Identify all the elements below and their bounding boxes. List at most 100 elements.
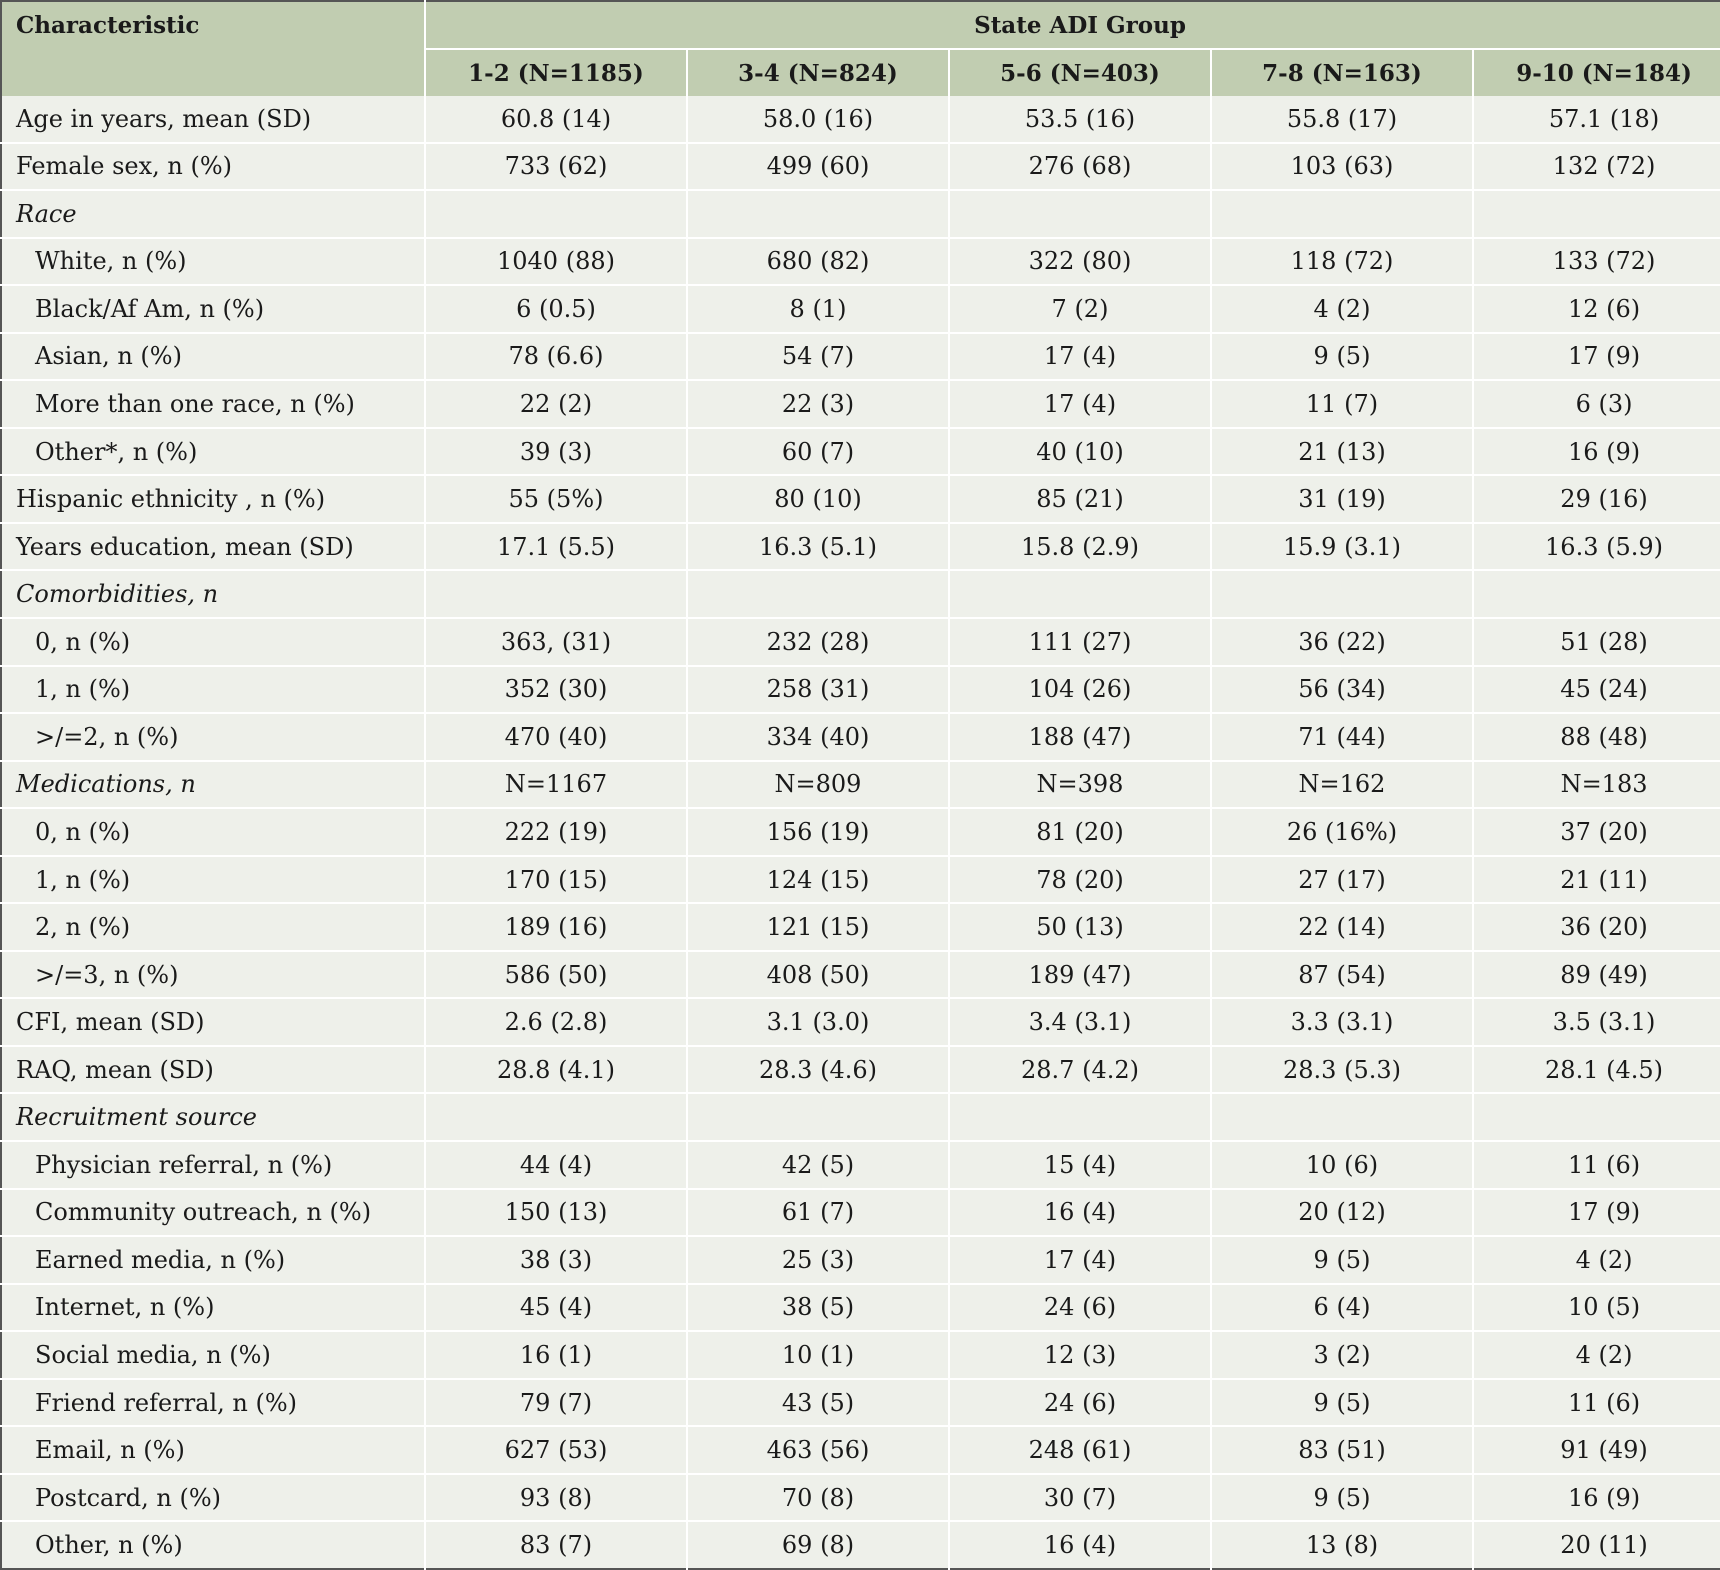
table-cell: 93 (8) (424, 1473, 687, 1523)
table-row: Postcard, n (%) 93 (8) 70 (8) 30 (7) 9 (… (1, 1473, 1720, 1523)
section-label: Medications, n (1, 760, 425, 810)
table-row: Social media, n (%) 16 (1) 10 (1) 12 (3)… (1, 1331, 1720, 1380)
row-label: Other*, n (%) (1, 427, 425, 477)
table-cell: 87 (54) (1210, 950, 1473, 1000)
row-label: Black/Af Am, n (%) (1, 285, 425, 334)
table-cell (1471, 190, 1720, 239)
table-cell: 8 (1) (686, 285, 949, 334)
table-cell: 16 (9) (1471, 427, 1720, 477)
table-cell: 83 (7) (424, 1521, 687, 1569)
table-cell: N=809 (686, 760, 949, 810)
table-row: Physician referral, n (%) 44 (4) 42 (5) … (1, 1141, 1720, 1190)
table-cell: N=1167 (424, 760, 687, 810)
row-label: RAQ, mean (SD) (1, 1045, 425, 1095)
table-cell: 83 (51) (1210, 1426, 1473, 1475)
table-cell (424, 1093, 687, 1143)
table-cell (1210, 190, 1473, 239)
table-cell: 78 (20) (948, 855, 1211, 905)
table-cell: 363, (31) (424, 618, 687, 667)
section-row: Race (1, 190, 1720, 239)
row-label: More than one race, n (%) (1, 380, 425, 429)
table-cell: 25 (3) (686, 1236, 949, 1285)
table-cell: 111 (27) (948, 618, 1211, 667)
table-cell (1471, 1093, 1720, 1143)
row-label: Earned media, n (%) (1, 1236, 425, 1285)
table-cell: 42 (5) (686, 1141, 949, 1190)
row-label: >/=3, n (%) (1, 950, 425, 1000)
table-cell: 17 (9) (1471, 332, 1720, 382)
table-cell: 132 (72) (1471, 142, 1720, 192)
row-label: 0, n (%) (1, 808, 425, 857)
table-cell: 38 (5) (686, 1283, 949, 1333)
table-cell: 118 (72) (1210, 237, 1473, 287)
state-adi-group-header: State ADI Group (425, 1, 1720, 50)
table-cell: 44 (4) (424, 1141, 687, 1190)
table-cell: 6 (0.5) (424, 285, 687, 334)
characteristic-column-header: Characteristic (1, 1, 426, 96)
table-cell: 28.8 (4.1) (424, 1045, 687, 1095)
table-cell: 58.0 (16) (686, 96, 949, 144)
table-cell: 3 (2) (1210, 1331, 1473, 1380)
table-cell: 10 (6) (1210, 1141, 1473, 1190)
table-cell: 30 (7) (948, 1473, 1211, 1523)
table-cell: 188 (47) (948, 713, 1211, 762)
header-group-row: Characteristic State ADI Group (1, 1, 1720, 96)
section-row: Comorbidities, n (1, 570, 1720, 619)
table-cell: 680 (82) (686, 237, 949, 287)
table-cell: 1040 (88) (424, 237, 687, 287)
column-header-adi-9-10: 9-10 (N=184) (1471, 49, 1720, 96)
row-label: Female sex, n (%) (1, 142, 425, 192)
row-label: 1, n (%) (1, 665, 425, 715)
table-cell: 17 (4) (948, 332, 1211, 382)
table-cell: 43 (5) (686, 1378, 949, 1428)
table-row: CFI, mean (SD) 2.6 (2.8) 3.1 (3.0) 3.4 (… (1, 998, 1720, 1047)
table-cell: 17 (4) (948, 380, 1211, 429)
table-cell: 21 (11) (1471, 855, 1720, 905)
row-label: Years education, mean (SD) (1, 522, 425, 572)
column-header-adi-5-6: 5-6 (N=403) (948, 49, 1211, 96)
table-cell: 45 (24) (1471, 665, 1720, 715)
table-cell: 22 (2) (424, 380, 687, 429)
table-row: Other*, n (%) 39 (3) 60 (7) 40 (10) 21 (… (1, 427, 1720, 477)
table-row: More than one race, n (%) 22 (2) 22 (3) … (1, 380, 1720, 429)
table-cell: 28.7 (4.2) (948, 1045, 1211, 1095)
row-label: >/=2, n (%) (1, 713, 425, 762)
table-cell: 12 (6) (1471, 285, 1720, 334)
table-row: 2, n (%) 189 (16) 121 (15) 50 (13) 22 (1… (1, 903, 1720, 952)
table-cell: 71 (44) (1210, 713, 1473, 762)
row-label: Friend referral, n (%) (1, 1378, 425, 1428)
table-cell: 4 (2) (1210, 285, 1473, 334)
table-row: Email, n (%) 627 (53) 463 (56) 248 (61) … (1, 1426, 1720, 1475)
row-label: Hispanic ethnicity , n (%) (1, 475, 425, 524)
table-cell (948, 190, 1211, 239)
table-cell: 189 (16) (424, 903, 687, 952)
table-cell: 20 (11) (1471, 1521, 1720, 1569)
row-label: CFI, mean (SD) (1, 998, 425, 1047)
section-label: Race (1, 190, 425, 239)
table-cell: 352 (30) (424, 665, 687, 715)
table-cell: 322 (80) (948, 237, 1211, 287)
table-cell: N=183 (1471, 760, 1720, 810)
table-cell: 248 (61) (948, 1426, 1211, 1475)
table-cell: 31 (19) (1210, 475, 1473, 524)
table-cell: 20 (12) (1210, 1188, 1473, 1238)
row-label: Internet, n (%) (1, 1283, 425, 1333)
row-label: Physician referral, n (%) (1, 1141, 425, 1190)
table-cell: 16 (1) (424, 1331, 687, 1380)
column-header-adi-1-2: 1-2 (N=1185) (425, 49, 687, 96)
table-cell: 150 (13) (424, 1188, 687, 1238)
column-header-adi-3-4: 3-4 (N=824) (686, 49, 949, 96)
table-cell (948, 1093, 1211, 1143)
table-cell: 16 (4) (948, 1521, 1211, 1569)
table-cell: 15.9 (3.1) (1210, 522, 1473, 572)
table-cell: 28.1 (4.5) (1471, 1045, 1720, 1095)
table-row: 1, n (%) 352 (30) 258 (31) 104 (26) 56 (… (1, 665, 1720, 715)
table-cell: 276 (68) (948, 142, 1211, 192)
row-label: Social media, n (%) (1, 1331, 425, 1380)
table-cell (1210, 570, 1473, 619)
table-cell: 88 (48) (1471, 713, 1720, 762)
table-cell: 733 (62) (424, 142, 687, 192)
section-label: Recruitment source (1, 1093, 425, 1143)
table-cell: 51 (28) (1471, 618, 1720, 667)
